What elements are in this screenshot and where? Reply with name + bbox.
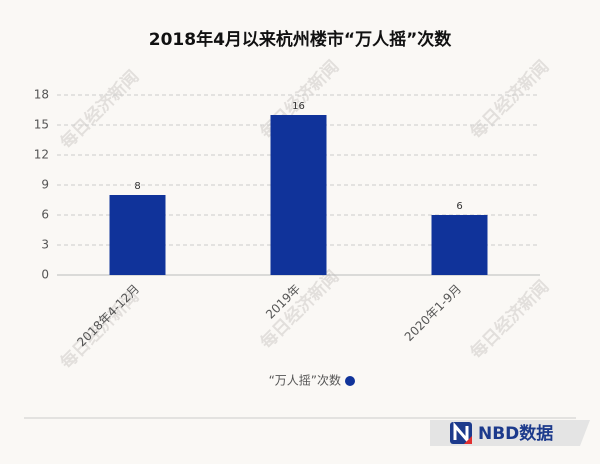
y-tick-label: 6 (41, 208, 49, 222)
bar (431, 215, 488, 275)
y-tick-label: 9 (41, 178, 49, 192)
y-tick-label: 18 (34, 88, 49, 102)
bar (270, 115, 327, 275)
y-tick-label: 3 (41, 238, 49, 252)
y-tick-label: 12 (34, 148, 49, 162)
logo-accent (464, 436, 472, 444)
data-label: 6 (456, 201, 462, 212)
bar (109, 195, 166, 275)
legend-swatch (345, 376, 355, 386)
y-tick-label: 15 (34, 118, 49, 132)
y-tick-label: 0 (41, 268, 49, 282)
footer-brand: NBD数据 (478, 423, 553, 444)
chart-title: 2018年4月以来杭州楼市“万人摇”次数 (149, 29, 452, 50)
data-label: 8 (134, 181, 140, 192)
data-label: 16 (292, 101, 305, 112)
legend-label: “万人摇”次数 (269, 373, 341, 388)
logo-n (453, 421, 469, 445)
